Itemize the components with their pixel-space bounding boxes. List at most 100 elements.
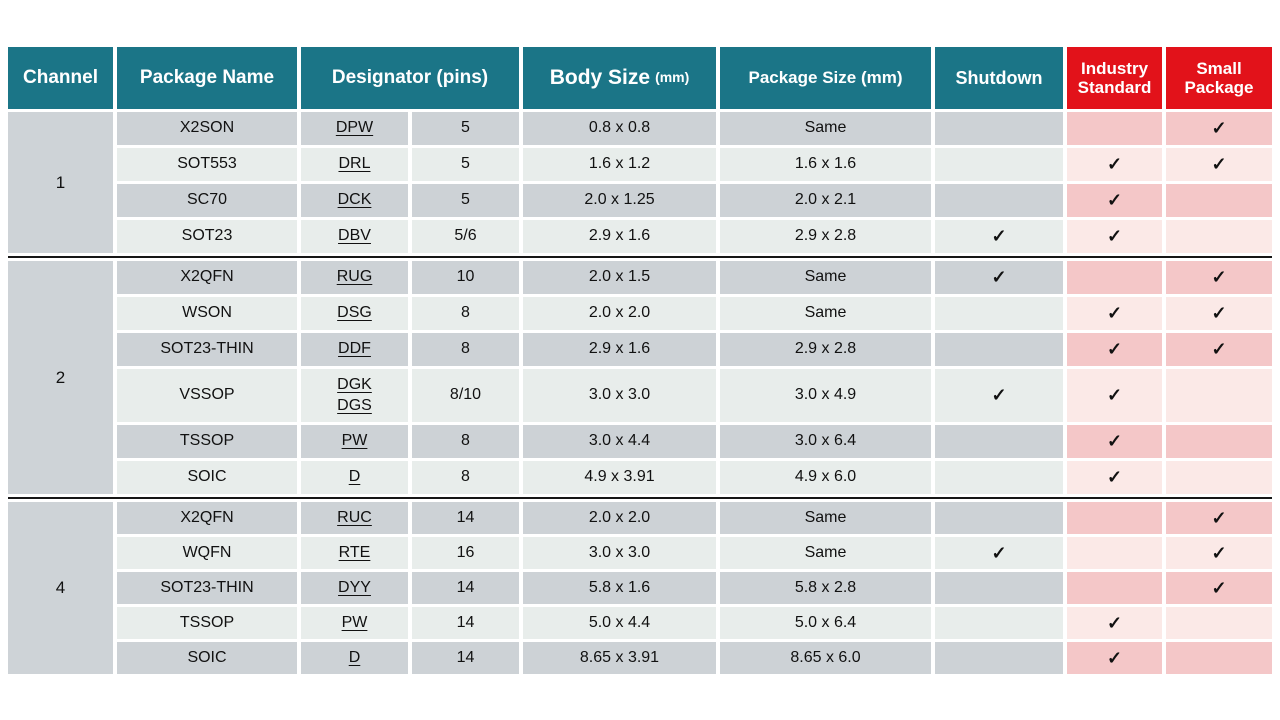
package-size-cell: 2.9 x 2.8 <box>720 220 931 253</box>
package-name-cell: SOT23-THIN <box>117 572 297 604</box>
small-package-cell: ✓ <box>1166 261 1272 294</box>
shutdown-cell: ✓ <box>935 220 1063 253</box>
package-size-cell: Same <box>720 261 931 294</box>
package-name-cell: SC70 <box>117 184 297 217</box>
group-separator <box>8 497 1272 499</box>
package-name-cell: TSSOP <box>117 607 297 639</box>
industry-standard-cell: ✓ <box>1067 220 1162 253</box>
body-size-cell: 2.0 x 2.0 <box>523 297 716 330</box>
package-size-cell: 2.0 x 2.1 <box>720 184 931 217</box>
package-size-cell: 8.65 x 6.0 <box>720 642 931 674</box>
package-name-cell: SOIC <box>117 461 297 494</box>
header-channel: Channel <box>8 47 113 109</box>
header-body-size-label: Body Size <box>549 66 651 90</box>
header-industry-standard: Industry Standard <box>1067 47 1162 109</box>
shutdown-cell <box>935 333 1063 366</box>
channel-cell-4: 4 <box>8 502 113 674</box>
body-size-cell: 2.9 x 1.6 <box>523 220 716 253</box>
designator-cell: DPW <box>301 112 408 145</box>
designator-cell: DRL <box>301 148 408 181</box>
industry-standard-cell <box>1067 572 1162 604</box>
industry-standard-cell: ✓ <box>1067 461 1162 494</box>
shutdown-cell <box>935 607 1063 639</box>
small-package-cell <box>1166 461 1272 494</box>
designator-cell: DYY <box>301 572 408 604</box>
designator-link[interactable]: DCK <box>337 191 372 209</box>
pins-cell: 8/10 <box>412 369 519 422</box>
shutdown-cell: ✓ <box>935 537 1063 569</box>
package-name-cell: X2QFN <box>117 502 297 534</box>
package-size-cell: Same <box>720 112 931 145</box>
industry-standard-cell <box>1067 537 1162 569</box>
shutdown-cell <box>935 184 1063 217</box>
industry-standard-cell: ✓ <box>1067 425 1162 458</box>
designator-link[interactable]: DBV <box>338 227 371 245</box>
package-size-cell: 5.8 x 2.8 <box>720 572 931 604</box>
package-name-cell: SOT553 <box>117 148 297 181</box>
body-size-cell: 2.0 x 1.5 <box>523 261 716 294</box>
header-shutdown: Shutdown <box>935 47 1063 109</box>
package-size-cell: 1.6 x 1.6 <box>720 148 931 181</box>
designator-cell: PW <box>301 607 408 639</box>
package-name-cell: SOT23 <box>117 220 297 253</box>
small-package-cell <box>1166 425 1272 458</box>
designator-link[interactable]: DSG <box>337 304 372 322</box>
package-table-grid: Channel Package Name Designator (pins) B… <box>8 47 1272 674</box>
designator-cell: DGK DGS <box>301 369 408 422</box>
header-industry-line1: Industry <box>1080 58 1149 78</box>
body-size-cell: 2.0 x 2.0 <box>523 502 716 534</box>
small-package-cell: ✓ <box>1166 502 1272 534</box>
small-package-cell: ✓ <box>1166 333 1272 366</box>
body-size-cell: 5.0 x 4.4 <box>523 607 716 639</box>
body-size-cell: 2.9 x 1.6 <box>523 333 716 366</box>
header-small-package: Small Package <box>1166 47 1272 109</box>
pins-cell: 16 <box>412 537 519 569</box>
designator-link[interactable]: DGK <box>337 376 372 394</box>
designator-link[interactable]: RUG <box>336 268 373 286</box>
designator-cell: DBV <box>301 220 408 253</box>
shutdown-cell <box>935 425 1063 458</box>
designator-link[interactable]: RUC <box>337 508 372 526</box>
channel-cell-1: 1 <box>8 112 113 253</box>
header-package-name: Package Name <box>117 47 297 109</box>
designator-cell: RUC <box>301 502 408 534</box>
designator-link[interactable]: D <box>348 468 361 486</box>
industry-standard-cell: ✓ <box>1067 184 1162 217</box>
designator-link[interactable]: PW <box>341 613 368 631</box>
body-size-cell: 8.65 x 3.91 <box>523 642 716 674</box>
pins-cell: 5 <box>412 184 519 217</box>
industry-standard-cell <box>1067 112 1162 145</box>
package-size-cell: 3.0 x 4.9 <box>720 369 931 422</box>
body-size-cell: 0.8 x 0.8 <box>523 112 716 145</box>
designator-link[interactable]: DYY <box>338 578 371 596</box>
shutdown-cell: ✓ <box>935 369 1063 422</box>
designator-link[interactable]: DDF <box>338 340 371 358</box>
package-name-cell: VSSOP <box>117 369 297 422</box>
designator-link[interactable]: D <box>348 648 361 666</box>
pins-cell: 8 <box>412 461 519 494</box>
designator-link[interactable]: PW <box>341 432 368 450</box>
small-package-cell: ✓ <box>1166 112 1272 145</box>
package-name-cell: SOIC <box>117 642 297 674</box>
shutdown-cell <box>935 642 1063 674</box>
header-designator-pins: Designator (pins) <box>301 47 519 109</box>
designator-link[interactable]: DRL <box>338 155 371 173</box>
shutdown-cell <box>935 572 1063 604</box>
industry-standard-cell: ✓ <box>1067 642 1162 674</box>
pins-cell: 8 <box>412 297 519 330</box>
package-size-cell: 2.9 x 2.8 <box>720 333 931 366</box>
industry-standard-cell: ✓ <box>1067 607 1162 639</box>
industry-standard-cell <box>1067 261 1162 294</box>
small-package-cell: ✓ <box>1166 572 1272 604</box>
channel-cell-2: 2 <box>8 261 113 494</box>
designator-cell: DSG <box>301 297 408 330</box>
package-name-cell: TSSOP <box>117 425 297 458</box>
industry-standard-cell: ✓ <box>1067 297 1162 330</box>
designator-link[interactable]: RTE <box>338 543 371 561</box>
industry-standard-cell: ✓ <box>1067 369 1162 422</box>
package-size-cell: Same <box>720 297 931 330</box>
pins-cell: 8 <box>412 333 519 366</box>
designator-link[interactable]: DGS <box>337 396 372 414</box>
small-package-cell <box>1166 607 1272 639</box>
designator-link[interactable]: DPW <box>335 119 374 137</box>
